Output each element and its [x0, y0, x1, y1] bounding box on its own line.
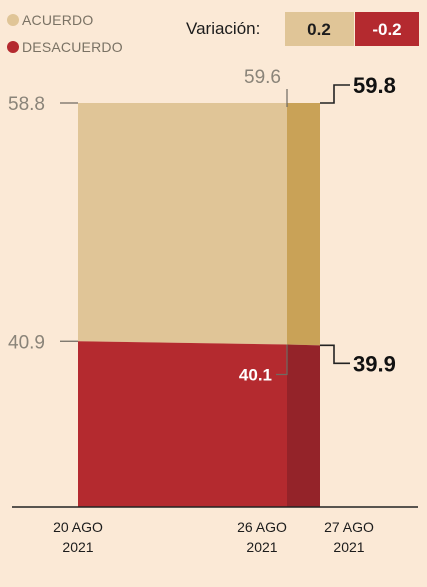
- leader-line-desacuerdo-27-ago: [320, 344, 350, 365]
- area-acuerdo: [78, 103, 287, 345]
- legend-label-acuerdo: ACUERDO: [22, 12, 93, 28]
- x-tick-label: 2021: [62, 539, 93, 555]
- area-desacuerdo-last-segment: [287, 344, 320, 507]
- variation-chip-desacuerdo: [355, 12, 419, 46]
- x-axis-ticks: 20 AGO 2021 26 AGO 2021 27 AGO 2021: [53, 519, 374, 555]
- value-label-desacuerdo-20-ago: 40.9: [8, 332, 45, 353]
- x-tick-label: 20 AGO: [53, 519, 103, 535]
- area-desacuerdo: [78, 341, 287, 507]
- leader-line-acuerdo-27-ago: [320, 84, 350, 104]
- leader-line-desacuerdo-26-ago: [276, 344, 288, 376]
- value-label-desacuerdo-26-ago: 40.1: [239, 366, 272, 385]
- value-label-acuerdo-20-ago: 58.8: [8, 94, 45, 115]
- x-tick-label: 27 AGO: [324, 519, 374, 535]
- x-tick-label: 2021: [333, 539, 364, 555]
- legend: ACUERDO DESACUERDO: [7, 12, 123, 55]
- variation-value-desacuerdo: -0.2: [372, 20, 401, 39]
- variation-value-acuerdo: 0.2: [307, 20, 331, 39]
- value-label-desacuerdo-27-ago: 39.9: [353, 351, 396, 376]
- x-tick-label: 26 AGO: [237, 519, 287, 535]
- value-label-acuerdo-26-ago: 59.6: [244, 67, 281, 88]
- legend-swatch-acuerdo: [7, 14, 19, 26]
- variation-chip-acuerdo: [285, 12, 354, 46]
- legend-swatch-desacuerdo: [7, 41, 19, 53]
- variation-box: Variación: 0.2 -0.2: [186, 12, 419, 46]
- value-label-acuerdo-27-ago: 59.8: [353, 73, 396, 98]
- area-acuerdo-last-segment: [287, 103, 320, 346]
- legend-label-desacuerdo: DESACUERDO: [22, 39, 123, 55]
- x-tick-label: 2021: [246, 539, 277, 555]
- variation-label: Variación:: [186, 19, 260, 38]
